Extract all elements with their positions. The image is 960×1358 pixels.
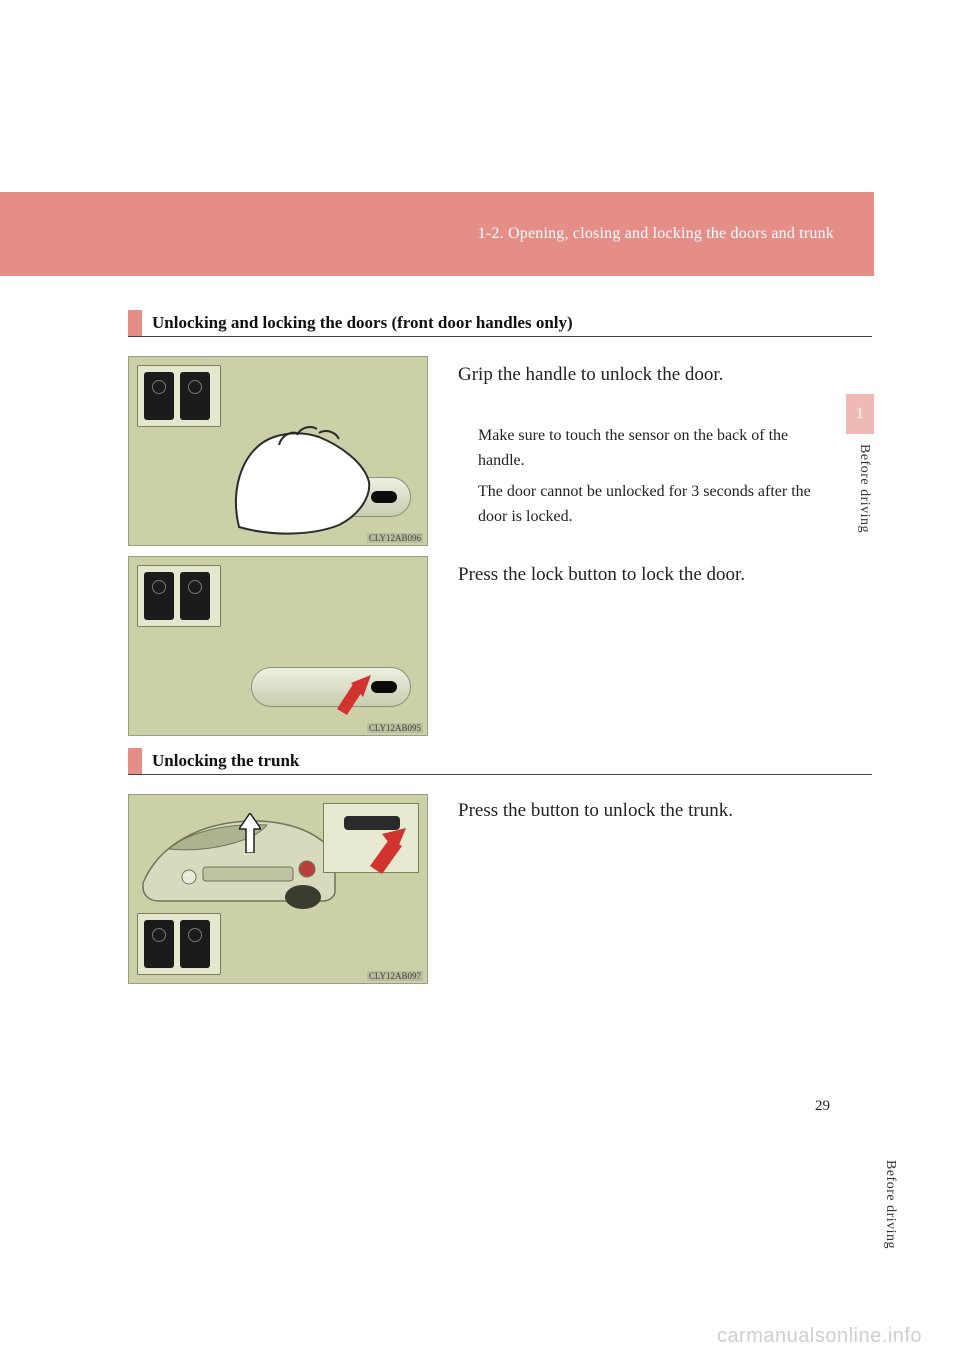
key-fob xyxy=(180,572,210,620)
key-fob xyxy=(180,920,210,968)
chapter-title-vertical-bottom: Before driving xyxy=(874,1160,898,1280)
key-fob xyxy=(144,372,174,420)
chapter-number: 1 xyxy=(856,405,864,423)
key-fobs xyxy=(137,565,221,627)
key-fob xyxy=(180,372,210,420)
manual-page: 1-2. Opening, closing and locking the do… xyxy=(0,0,960,1358)
figure-lock-button: CLY12AB095 xyxy=(128,556,428,736)
heading-accent xyxy=(128,748,142,774)
key-fob xyxy=(144,572,174,620)
heading-rule xyxy=(128,774,872,775)
breadcrumb: 1-2. Opening, closing and locking the do… xyxy=(478,225,834,243)
key-fob xyxy=(144,920,174,968)
red-arrow-icon xyxy=(337,675,383,715)
watermark: carmanualsonline.info xyxy=(717,1325,922,1348)
chapter-tab: 1 xyxy=(846,394,874,434)
header-bar: 1-2. Opening, closing and locking the do… xyxy=(0,192,874,276)
up-arrow-icon xyxy=(239,813,261,853)
figure-code: CLY12AB095 xyxy=(367,723,423,733)
heading-accent xyxy=(128,310,142,336)
figure-trunk: CLY12AB097 xyxy=(128,794,428,984)
trunk-button-inset xyxy=(323,803,419,873)
heading-rule xyxy=(128,336,872,337)
page-number: 29 xyxy=(815,1098,830,1115)
section-heading-2-label: Unlocking the trunk xyxy=(142,748,309,774)
key-fobs xyxy=(137,913,221,975)
paragraph-sensor-note: Make sure to touch the sensor on the bac… xyxy=(478,424,832,474)
figure-grip-handle: CLY12AB096 xyxy=(128,356,428,546)
paragraph-grip: Grip the handle to unlock the door. xyxy=(458,360,832,389)
section-heading-2: Unlocking the trunk xyxy=(128,748,872,775)
hand-illustration xyxy=(219,407,389,537)
figure-code: CLY12AB097 xyxy=(367,971,423,981)
chapter-title-vertical: Before driving xyxy=(850,444,872,554)
section-heading-1: Unlocking and locking the doors (front d… xyxy=(128,310,872,337)
key-fobs xyxy=(137,365,221,427)
paragraph-trunk: Press the button to unlock the trunk. xyxy=(458,796,832,825)
figure-code: CLY12AB096 xyxy=(367,533,423,543)
section-heading-1-label: Unlocking and locking the doors (front d… xyxy=(142,310,583,336)
paragraph-3sec-note: The door cannot be unlocked for 3 second… xyxy=(478,480,832,530)
paragraph-lock: Press the lock button to lock the door. xyxy=(458,560,832,589)
